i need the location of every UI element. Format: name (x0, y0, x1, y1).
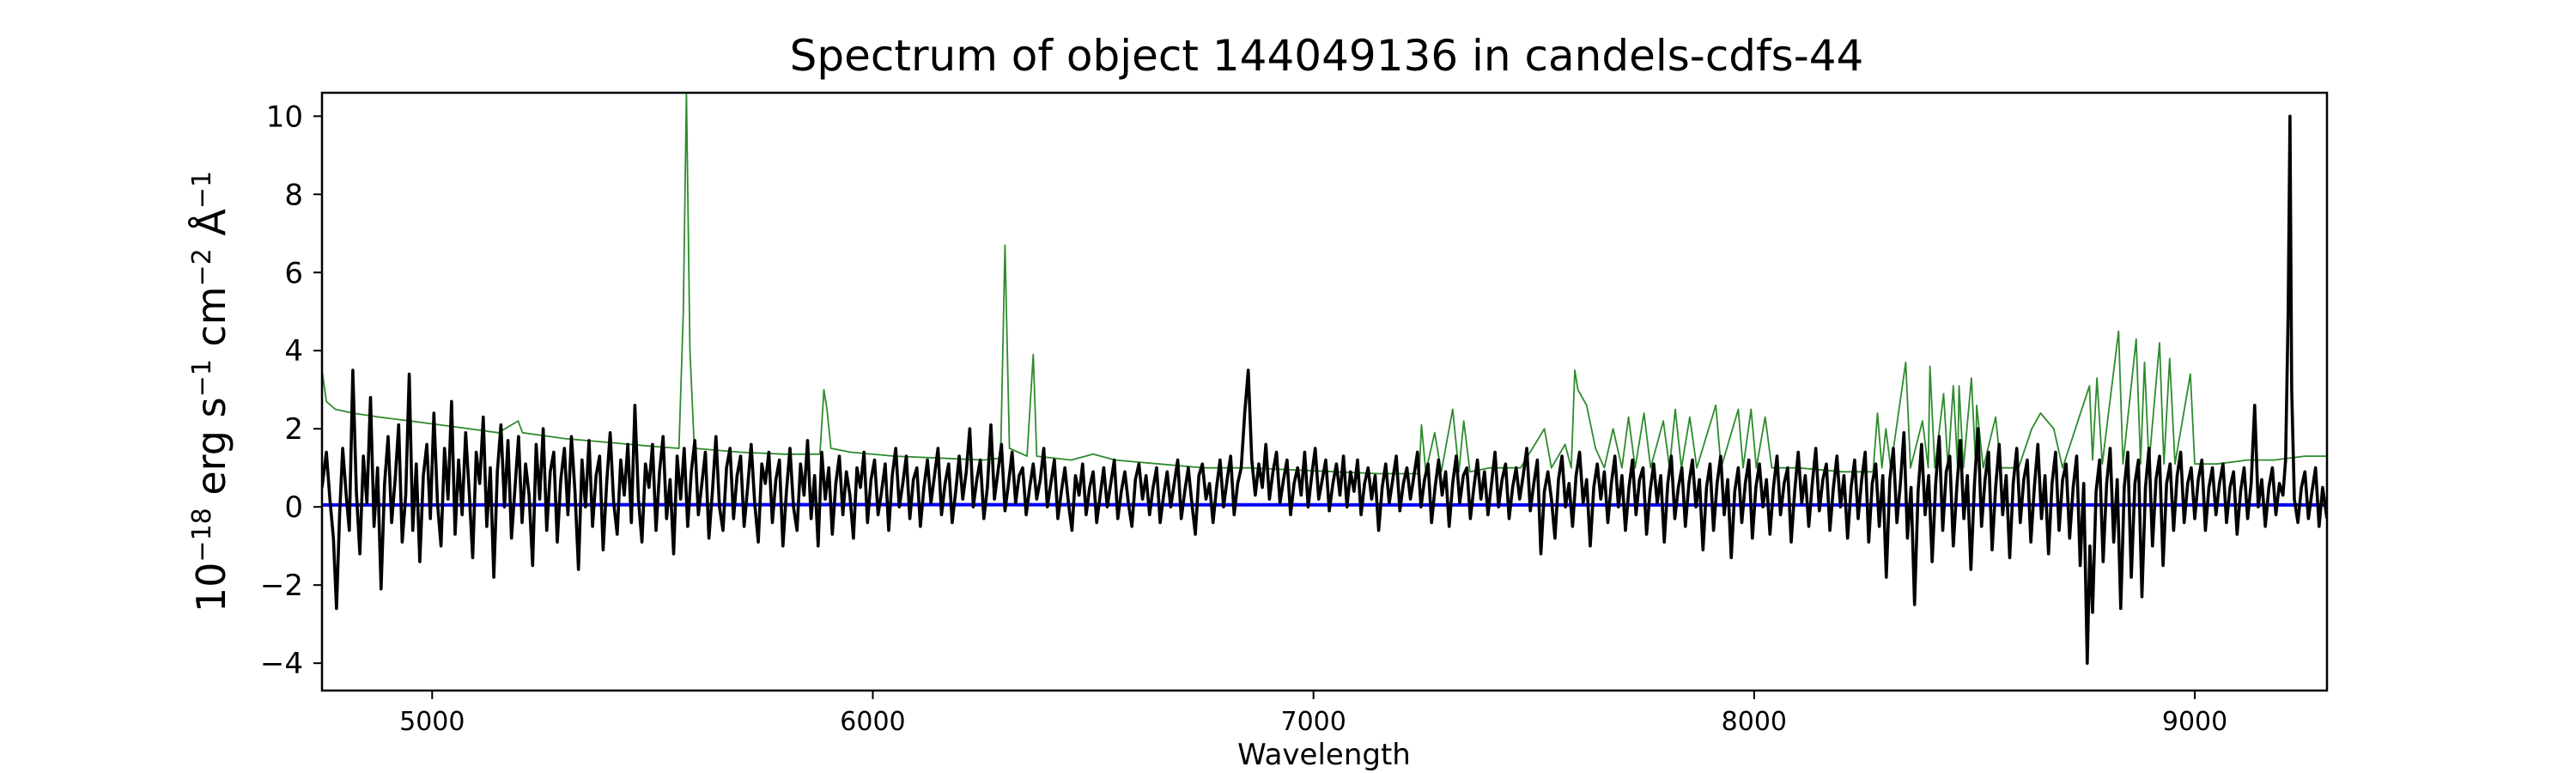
plot-area-frame (320, 91, 2329, 692)
ylabel-exp3: −1 (187, 171, 217, 209)
y-axis-label: 10−18 erg s−1 cm−2 Å−1 (187, 171, 235, 612)
y-tick-label: −4 (260, 647, 303, 681)
chart-title: Spectrum of object 144049136 in candels-… (790, 31, 1864, 81)
x-tick-label: 9000 (2162, 707, 2227, 737)
x-axis: 5000 6000 7000 8000 9000 (399, 691, 2227, 737)
y-tick-label: 6 (284, 256, 303, 290)
x-tick-label: 7000 (1280, 707, 1346, 737)
y-tick-label: 8 (284, 178, 303, 212)
x-tick-label: 8000 (1722, 707, 1787, 737)
sky-series-line (322, 93, 2327, 475)
y-axis: −4 −2 0 2 4 6 8 10 (260, 100, 322, 681)
ylabel-exp2: −2 (187, 248, 217, 286)
ylabel-unit1: erg s (188, 397, 234, 508)
flux-series-line (322, 114, 2327, 665)
x-tick-label: 6000 (840, 707, 905, 737)
y-tick-label: 4 (284, 334, 303, 368)
series-layer (322, 93, 2327, 665)
y-tick-label: 0 (284, 490, 303, 525)
ylabel-unit3: Å (188, 209, 234, 249)
ylabel-base: 10 (188, 563, 234, 613)
y-tick-label: 2 (284, 412, 303, 447)
y-tick-label: −2 (260, 569, 303, 603)
y-tick-label: 10 (266, 100, 303, 134)
x-tick-label: 5000 (399, 707, 465, 737)
ylabel-unit2: cm (188, 286, 234, 359)
ylabel-exp: −18 (187, 508, 217, 562)
x-axis-label: Wavelength (1237, 738, 1411, 772)
ylabel-exp1: −1 (187, 359, 217, 397)
